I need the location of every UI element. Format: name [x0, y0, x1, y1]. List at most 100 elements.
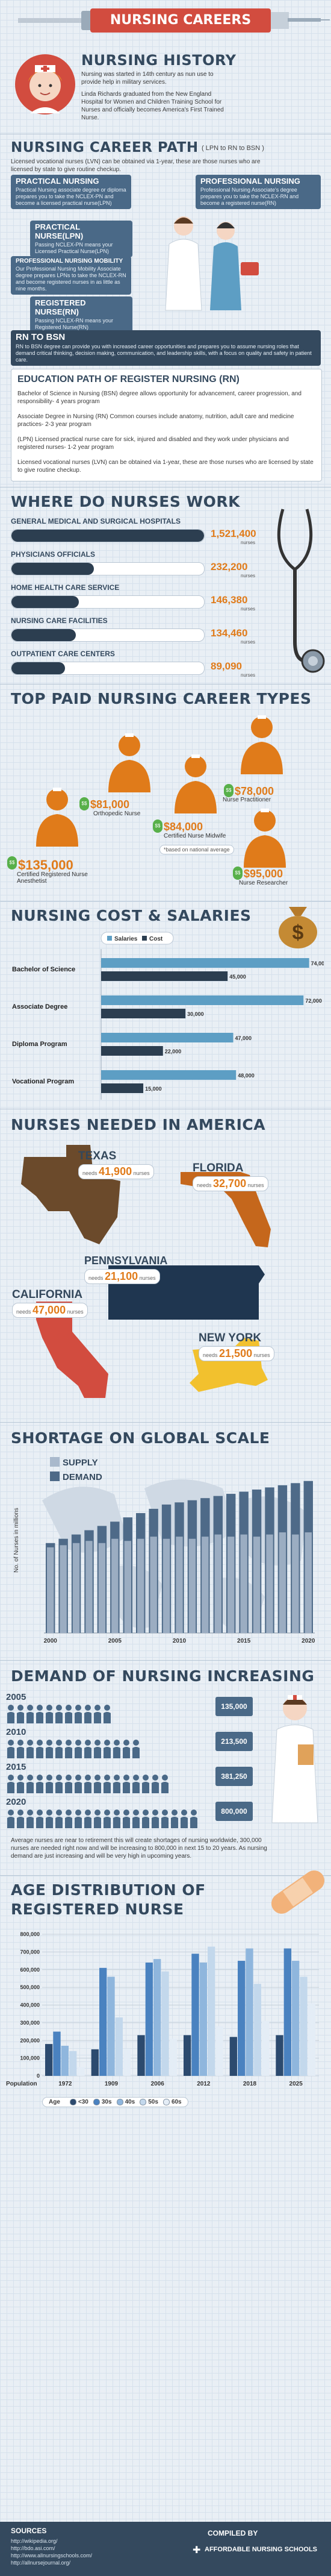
- career-role: Certified Registered Nurse Anesthetist: [17, 871, 88, 885]
- work-unit: nurses: [241, 606, 256, 612]
- age-bar: [53, 2031, 61, 2076]
- salary-value-label: 74,000: [311, 961, 324, 967]
- cost-bar: [101, 971, 228, 981]
- work-bar-track: [11, 662, 205, 675]
- state-needs-pill: needs 32,700 nurses: [193, 1176, 268, 1191]
- cost-category-label: Vocational Program: [12, 1078, 74, 1085]
- age-bar: [61, 2046, 69, 2076]
- work-bar-track: [11, 529, 205, 542]
- work-value: 1,521,400: [211, 528, 256, 539]
- supply-bar: [47, 1547, 54, 1633]
- needs-unit: nurses: [252, 1352, 270, 1358]
- demand-year: 2015: [6, 1762, 26, 1772]
- supply-bar: [124, 1541, 131, 1633]
- america-title: NURSES NEEDED IN AMERICA: [11, 1116, 266, 1133]
- history-title: NURSING HISTORY: [81, 52, 237, 69]
- state-name: TEXAS: [78, 1150, 117, 1162]
- salary-value: $78,000: [235, 785, 274, 797]
- cost-category-label: Associate Degree: [12, 1003, 67, 1011]
- cost-bar: [101, 1083, 144, 1093]
- compiled-by: COMPILED BY: [208, 2529, 258, 2537]
- syringe-illustration: [18, 8, 330, 33]
- source-link[interactable]: http://www.allnursingschools.com/: [11, 2552, 93, 2559]
- shortage-tick-label: 2015: [237, 1638, 251, 1644]
- work-value: 89,090: [211, 660, 242, 672]
- age-y-tick-label: 400,000: [20, 2002, 40, 2008]
- age-x-tick-label: 2025: [289, 2081, 303, 2087]
- age-legend-swatch: [162, 2099, 170, 2105]
- rn-bsn-box: RN TO BSN RN to BSN degree can provide y…: [11, 330, 321, 366]
- work-value: 134,460: [211, 627, 248, 639]
- nurses-with-doctor-illustration: [147, 208, 268, 331]
- demand-people-row: [6, 1739, 205, 1763]
- age-legend-label: 30s: [101, 2099, 112, 2106]
- supply-bar: [202, 1537, 209, 1633]
- source-link[interactable]: http://bdo.asi.com/: [11, 2545, 55, 2551]
- age-bar: [99, 1967, 107, 2076]
- mobility-desc: Our Professional Nursing Mobility Associ…: [16, 266, 126, 292]
- supply-bar: [279, 1532, 286, 1633]
- source-link[interactable]: http://wikipedia.org/: [11, 2538, 58, 2544]
- mobility-box: PROFESSIONAL NURSING MOBILITY Our Profes…: [11, 256, 131, 295]
- age-bar: [253, 1984, 261, 2076]
- age-bar: [145, 1963, 153, 2076]
- age-x-tick-label: 2012: [197, 2081, 211, 2087]
- legend-swatch-salaries: [107, 936, 112, 941]
- state-name: FLORIDA: [193, 1162, 244, 1174]
- work-label: PHYSICIANS OFFICIALS: [11, 550, 96, 559]
- history-para-1: Nursing was started in 14th century as n…: [81, 71, 214, 86]
- age-legend-swatch: [140, 2099, 147, 2105]
- work-label: HOME HEALTH CARE SERVICE: [11, 583, 120, 592]
- work-bar-track: [11, 562, 205, 575]
- demand-value-badge: 213,500: [215, 1732, 253, 1751]
- education-item: (LPN) Licensed practical nurse care for …: [17, 436, 289, 451]
- shortage-tick-label: 2020: [302, 1638, 315, 1644]
- nurse-with-clipboard-illustration: [265, 1684, 325, 1838]
- salary-badge-icon: $$: [233, 867, 243, 880]
- age-legend-swatch: [116, 2099, 123, 2105]
- age-y-tick-label: 600,000: [20, 1967, 40, 1973]
- shortage-tick-label: 2000: [44, 1638, 58, 1644]
- age-bar: [115, 2017, 123, 2076]
- legend-label-salaries: Salaries: [114, 936, 138, 942]
- salary-value: $81,000: [90, 798, 130, 810]
- source-link[interactable]: http://allnursejournal.org/: [11, 2560, 71, 2566]
- nurse-figure-icon: [30, 786, 84, 856]
- career-role: Nurse Researcher: [239, 880, 288, 886]
- supply-bar: [266, 1534, 273, 1633]
- shortage-chart: No. of Nurses in millions SUPPLY DEMAND 200…: [13, 1457, 315, 1644]
- age-bar: [199, 1963, 207, 2076]
- demand-people-row: [6, 1774, 205, 1797]
- education-title: EDUCATION PATH OF REGISTER NURSING (RN): [17, 374, 240, 384]
- shortage-ylabel: No. of Nurses in millions: [13, 1508, 20, 1573]
- sources-title: SOURCES: [11, 2527, 47, 2535]
- age-x-tick-label: 1909: [105, 2081, 119, 2087]
- age-bar: [283, 1948, 291, 2076]
- age-title-line-1: AGE DISTRIBUTION OF: [11, 1881, 206, 1899]
- age-bar: [262, 2020, 270, 2076]
- demand-value-badge: 381,250: [215, 1767, 253, 1786]
- needs-word: needs: [197, 1182, 214, 1188]
- age-population-label: Population: [6, 2081, 37, 2087]
- age-title-line-2: REGISTERED NURSE: [11, 1901, 184, 1918]
- demand-text: Average nurses are near to retirement th…: [11, 1837, 267, 1860]
- age-legend-label: 40s: [125, 2099, 135, 2106]
- age-bar: [308, 2003, 315, 2076]
- money-bag-illustration: $: [274, 895, 322, 952]
- nurse-figure-icon: [235, 714, 289, 783]
- work-value: 146,380: [211, 594, 248, 606]
- supply-bar: [72, 1543, 80, 1633]
- age-bar: [292, 1961, 300, 2076]
- practical-nursing-box: PRACTICAL NURSING Practical Nursing asso…: [11, 175, 131, 209]
- career-role: Nurse Practitioner: [223, 797, 271, 803]
- cost-salaries-chart: Salaries Cost Bachelor of Science 74,000 45,…: [12, 932, 324, 1100]
- age-bar: [229, 2037, 237, 2076]
- history-para-2: Linda Richards graduated from the New En…: [81, 91, 224, 121]
- age-bar: [215, 2026, 223, 2076]
- needs-unit: nurses: [66, 1309, 84, 1315]
- needs-word: needs: [88, 1275, 105, 1281]
- needs-unit: nurses: [138, 1275, 156, 1281]
- cost-value-label: 15,000: [145, 1086, 162, 1092]
- state-map-shapes: [21, 1145, 271, 1398]
- work-bar-track: [11, 595, 205, 609]
